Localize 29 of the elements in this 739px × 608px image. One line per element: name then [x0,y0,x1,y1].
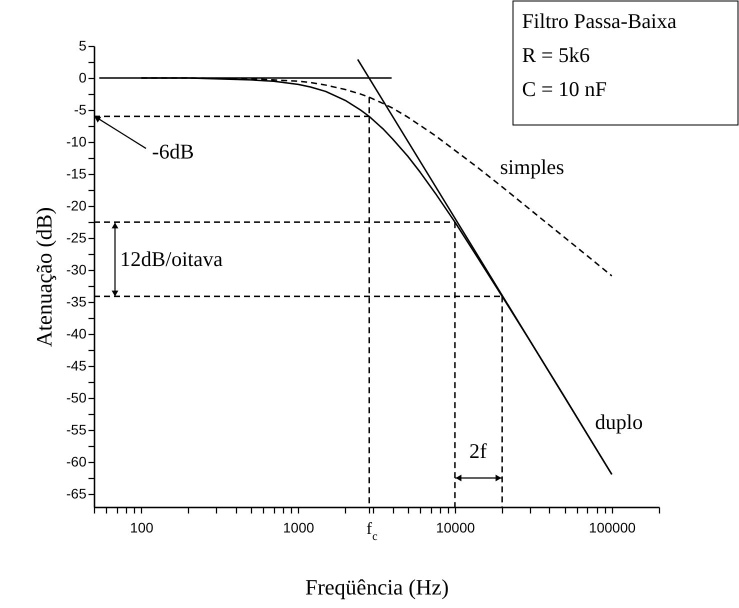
y-tick-label: 5 [78,38,87,54]
y-axis-title: Atenuação (dB) [31,207,56,347]
annotation: C = 10 nF [522,77,607,101]
y-tick-label: -55 [66,422,87,438]
x-tick-label: 100000 [588,520,636,536]
x-tick-label: 1000 [282,520,314,536]
y-tick-label: -20 [66,198,87,214]
annotation: duplo [595,410,643,434]
annotation: 2f [469,439,487,463]
annotation: -6dB [152,139,194,164]
x-tick-label: 10000 [436,520,476,536]
x-axis-title: Freqüência (Hz) [305,574,449,600]
y-tick-label: -65 [66,486,87,502]
annotation: 12dB/oitava [120,247,224,271]
y-tick-label: -15 [66,166,87,182]
y-tick-label: -5 [74,102,87,118]
annotation: simples [500,155,564,179]
y-tick-label: -45 [66,358,87,374]
y-tick-label: -60 [66,454,87,470]
annotation: R = 5k6 [522,43,590,67]
y-tick-label: -40 [66,326,87,342]
y-tick-label: -35 [66,294,87,310]
y-tick-label: -25 [66,230,87,246]
x-tick-label: 100 [130,520,154,536]
y-tick-label: -30 [66,262,87,278]
text: Filtro Passa-Baixa [522,9,678,33]
y-tick-label: -10 [66,134,87,150]
y-tick-label: -50 [66,390,87,406]
y-tick-label: 0 [78,70,87,86]
